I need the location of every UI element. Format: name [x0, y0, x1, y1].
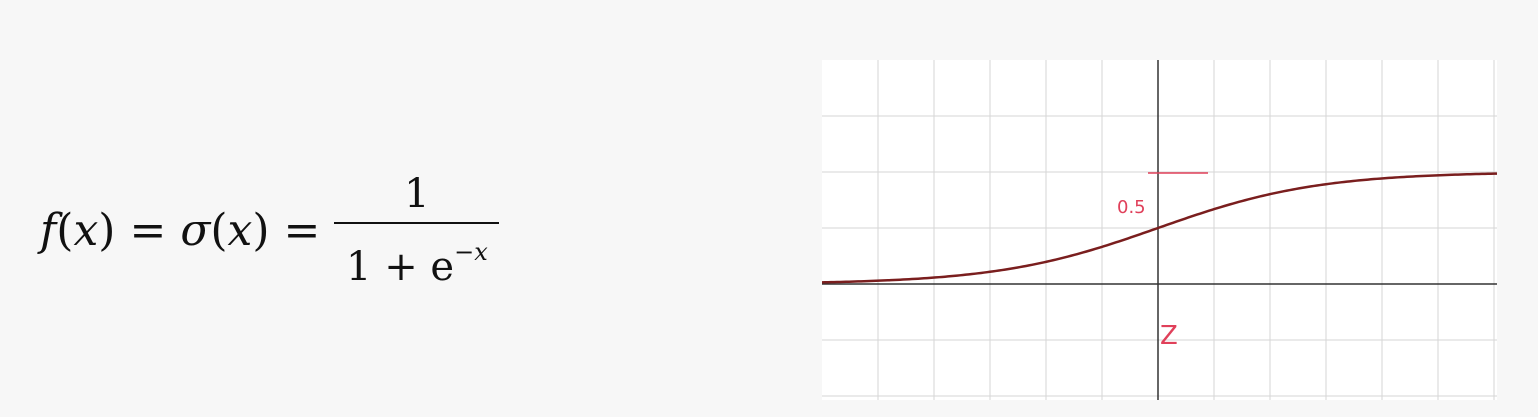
fraction-bar [334, 221, 500, 224]
paren-close: ) [252, 204, 284, 256]
sigmoid-formula: f ( x ) = σ ( x ) = 1 1 + e−x [40, 170, 500, 291]
function-name-f: f [40, 204, 57, 256]
equals-sign: = [129, 204, 167, 256]
z-axis-label: Z [1160, 321, 1178, 351]
fraction-denominator: 1 + e−x [346, 237, 488, 290]
sigmoid-graph: 0.5 Z [821, 60, 1498, 400]
variable-x: x [73, 204, 99, 256]
fraction-numerator: 1 [404, 170, 430, 217]
equals-sign: = [283, 204, 321, 256]
graph-canvas: 0.5 Z [821, 60, 1498, 400]
sigmoid-curve [821, 172, 1498, 284]
half-value-label: 0.5 [1117, 197, 1146, 218]
paren-close: ) [98, 204, 130, 256]
variable-x: x [227, 204, 253, 256]
exponent: −x [454, 237, 488, 266]
paren-open: ( [56, 204, 74, 256]
fraction: 1 1 + e−x [334, 170, 500, 291]
sigma-symbol: σ [180, 204, 211, 256]
paren-open: ( [210, 204, 228, 256]
